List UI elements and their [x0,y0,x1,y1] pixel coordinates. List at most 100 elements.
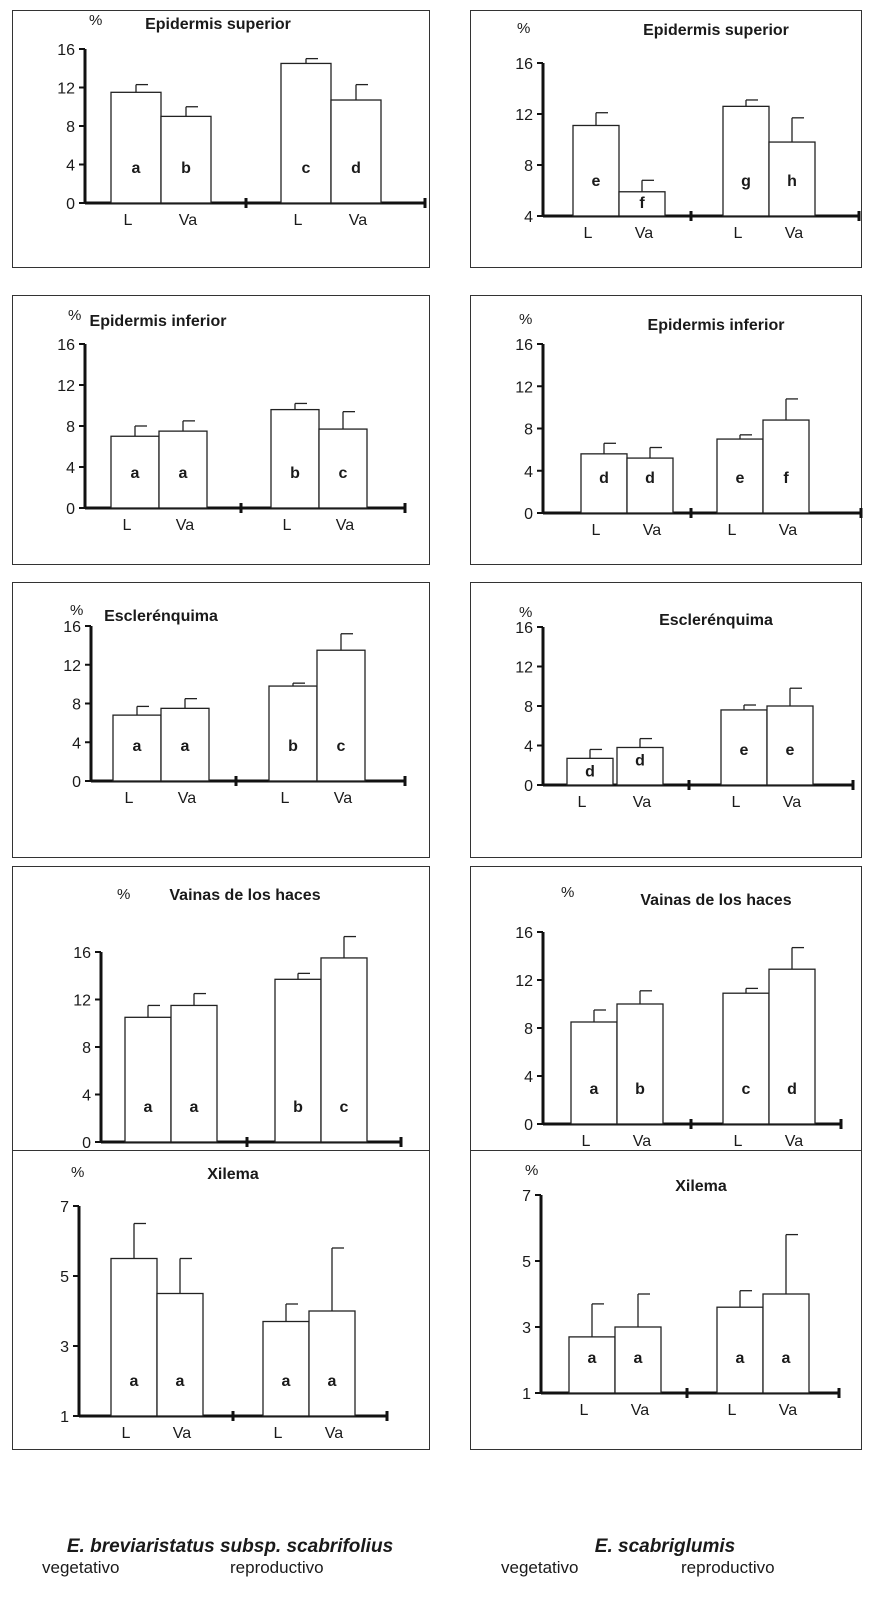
bar [768,141,816,217]
significance-letter: c [302,160,311,177]
y-tick-label: 16 [515,56,533,73]
bar [318,428,368,509]
y-tick-label: 16 [515,337,533,354]
bar [720,709,768,786]
x-tick-label: L [582,1133,591,1150]
bar [626,457,674,514]
bar [580,453,628,514]
significance-letter: f [639,195,645,212]
x-tick-label: L [728,522,737,539]
x-tick-label: Va [633,794,651,811]
y-tick-label: 4 [524,209,533,226]
x-tick-label: L [294,212,303,229]
chart-svg: Xilema% 1 3 5 7 a La Va a La Va [522,1162,841,1419]
y-tick-label: 0 [66,501,75,518]
significance-letter: c [337,738,346,755]
significance-letter: a [588,1350,597,1367]
x-tick-label: Va [635,225,653,242]
chart-title: Esclerénquima [659,612,773,629]
bar [316,649,366,782]
chart-title: Esclerénquima [104,608,218,625]
significance-letter: b [290,465,300,482]
bar [274,978,322,1143]
chart-svg: Xilema% 1 3 5 7 a La Va a La Va [60,1164,389,1442]
y-tick-label: 12 [515,660,533,677]
y-tick-label: 8 [82,1040,91,1057]
footer-left: E. breviaristatus subsp. scabrifolius ve… [20,1536,440,1578]
bar [170,1004,218,1143]
x-tick-label: L [580,1402,589,1419]
bar [308,1310,356,1417]
y-tick-label: 4 [524,739,533,756]
significance-letter: a [282,1373,291,1390]
bar [768,968,816,1125]
significance-letter: a [130,1373,139,1390]
x-tick-label: L [734,225,743,242]
footer-right: E. scabriglumis vegetativo reproductivo [465,1536,865,1578]
y-tick-label: 16 [515,925,533,942]
bar [112,714,162,782]
bar [270,408,320,509]
y-tick-label: 8 [524,158,533,175]
bar [110,91,162,204]
y-tick-label: 0 [66,196,75,213]
bar [762,419,810,514]
chart-title: Vainas de los haces [169,887,320,904]
bar [320,957,368,1143]
significance-letter: d [599,470,609,487]
y-axis-unit: % [70,602,83,619]
y-tick-label: 8 [524,1021,533,1038]
x-tick-label: Va [779,1402,797,1419]
y-tick-label: 0 [72,774,81,791]
significance-letter: a [179,465,188,482]
y-tick-label: 12 [57,81,75,98]
y-tick-label: 16 [73,945,91,962]
y-tick-label: 4 [524,1069,533,1086]
x-tick-label: Va [785,1133,803,1150]
bar [722,105,770,217]
chart-svg: Vainas de los haces% 0 4 8 12 16 a Lb Va c Ld Va [515,884,843,1150]
bar [618,191,666,217]
x-tick-label: L [734,1133,743,1150]
chart-title: Epidermis inferior [648,317,785,334]
y-tick-label: 12 [515,379,533,396]
bar [110,1257,158,1417]
y-tick-label: 5 [522,1254,531,1271]
chart-title: Epidermis superior [145,16,291,33]
significance-letter: b [181,160,191,177]
bar [566,757,614,786]
x-tick-label: L [592,522,601,539]
y-tick-label: 7 [522,1188,531,1205]
x-tick-label: L [578,794,587,811]
significance-letter: a [634,1350,643,1367]
significance-letter: e [786,742,795,759]
x-tick-label: L [732,794,741,811]
x-tick-label: L [125,790,134,807]
significance-letter: e [740,742,749,759]
bar [614,1326,662,1394]
y-tick-label: 3 [60,1339,69,1356]
x-tick-label: Va [176,517,194,534]
y-tick-label: 12 [73,993,91,1010]
bar [722,992,770,1125]
y-tick-label: 0 [524,778,533,795]
x-tick-label: Va [785,225,803,242]
y-tick-label: 4 [82,1088,91,1105]
y-tick-label: 12 [63,658,81,675]
bar [110,435,160,509]
y-axis-unit: % [117,886,130,903]
significance-letter: a [176,1373,185,1390]
significance-letter: a [190,1099,199,1116]
bar [568,1336,616,1394]
significance-letter: d [585,763,595,780]
y-tick-label: 5 [60,1269,69,1286]
group-label-reproductivo: reproductivo [681,1558,775,1577]
significance-letter: e [592,173,601,190]
x-tick-label: Va [783,794,801,811]
bar [280,62,332,204]
